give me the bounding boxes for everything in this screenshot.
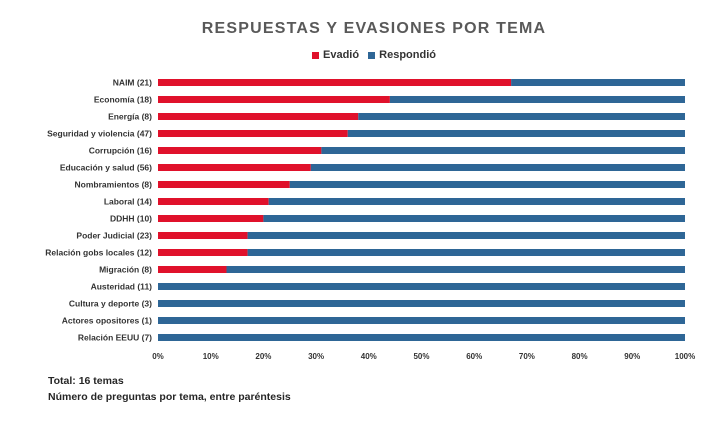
category-label-migracion-8: Migración (8) [99, 265, 152, 275]
chart-plot: NAIM (21) Economía (18) Energía (8) Segurid… [45, 78, 695, 362]
bar-evadio-poder-judicial-23 [158, 232, 248, 239]
legend-label-respondio: Respondió [379, 49, 436, 61]
bar-respondio-actores-opositores-1 [158, 317, 685, 324]
bar-evadio-corrupcion-16 [158, 147, 322, 154]
bar-evadio-naim-21 [158, 79, 512, 86]
chart-title: RESPUESTAS Y EVASIONES POR TEMA [201, 20, 547, 37]
bar-respondio-poder-judicial-23 [247, 232, 685, 239]
x-tick-70: 70% [519, 352, 535, 361]
category-label-relacion-eeuu-7: Relación EEUU (7) [78, 333, 152, 343]
bar-respondio-ddhh-10 [263, 215, 685, 222]
category-label-naim-21: NAIM (21) [113, 78, 152, 88]
x-tick-50: 50% [413, 352, 429, 361]
bar-evadio-energia-8 [158, 113, 359, 120]
legend-label-evadio: Evadió [323, 49, 360, 61]
category-label-ddhh-10: DDHH (10) [110, 214, 152, 224]
legend-item-evadio: Evadió [312, 49, 359, 61]
bar-respondio-naim-21 [511, 79, 685, 86]
legend: Evadió Respondió [0, 49, 728, 62]
bar-respondio-relacion-eeuu-7 [158, 334, 685, 341]
bar-respondio-relacion-gobs-locales-12 [247, 249, 685, 256]
bar-evadio-nombramientos-8 [158, 181, 290, 188]
x-tick-80: 80% [572, 352, 588, 361]
category-label-educacion-y-salud-56: Educación y salud (56) [60, 163, 152, 173]
x-tick-0: 0% [152, 352, 164, 361]
category-label-economia-18: Economía (18) [94, 95, 152, 105]
bar-evadio-economia-18 [158, 96, 390, 103]
bar-evadio-educacion-y-salud-56 [158, 164, 311, 171]
category-label-laboral-14: Laboral (14) [104, 197, 152, 207]
x-tick-20: 20% [255, 352, 271, 361]
category-label-energia-8: Energía (8) [108, 112, 152, 122]
bar-respondio-corrupcion-16 [321, 147, 685, 154]
bar-respondio-cultura-y-deporte-3 [158, 300, 685, 307]
legend-item-respondio: Respondió [368, 49, 436, 61]
x-tick-30: 30% [308, 352, 324, 361]
category-label-relacion-gobs-locales-12: Relación gobs locales (12) [45, 248, 152, 258]
x-tick-100: 100% [675, 352, 695, 361]
legend-swatch-evadio [312, 51, 319, 59]
x-tick-60: 60% [466, 352, 482, 361]
category-label-corrupcion-16: Corrupción (16) [89, 146, 152, 156]
footnote-total: Total: 16 temas [48, 375, 124, 387]
bar-evadio-ddhh-10 [158, 215, 264, 222]
category-label-seguridad-y-violencia-47: Seguridad y violencia (47) [47, 129, 152, 139]
bar-respondio-seguridad-y-violencia-47 [347, 130, 685, 137]
x-tick-90: 90% [624, 352, 640, 361]
bar-respondio-energia-8 [358, 113, 685, 120]
footnote-note: Número de preguntas por tema, entre paré… [48, 391, 291, 403]
x-tick-40: 40% [361, 352, 377, 361]
bar-evadio-migracion-8 [158, 266, 227, 273]
bar-respondio-laboral-14 [268, 198, 685, 205]
category-label-nombramientos-8: Nombramientos (8) [75, 180, 153, 190]
bar-respondio-migracion-8 [226, 266, 685, 273]
bar-respondio-austeridad-11 [158, 283, 685, 290]
bar-respondio-nombramientos-8 [289, 181, 685, 188]
category-label-cultura-y-deporte-3: Cultura y deporte (3) [69, 299, 152, 309]
bar-evadio-relacion-gobs-locales-12 [158, 249, 248, 256]
legend-swatch-respondio [368, 51, 376, 59]
category-label-poder-judicial-23: Poder Judicial (23) [76, 231, 152, 241]
category-label-actores-opositores-1: Actores opositores (1) [62, 316, 152, 326]
bar-evadio-seguridad-y-violencia-47 [158, 130, 348, 137]
category-label-austeridad-11: Austeridad (11) [91, 282, 153, 292]
bar-respondio-economia-18 [389, 96, 685, 103]
bar-evadio-laboral-14 [158, 198, 269, 205]
x-tick-10: 10% [203, 352, 219, 361]
bar-respondio-educacion-y-salud-56 [310, 164, 685, 171]
